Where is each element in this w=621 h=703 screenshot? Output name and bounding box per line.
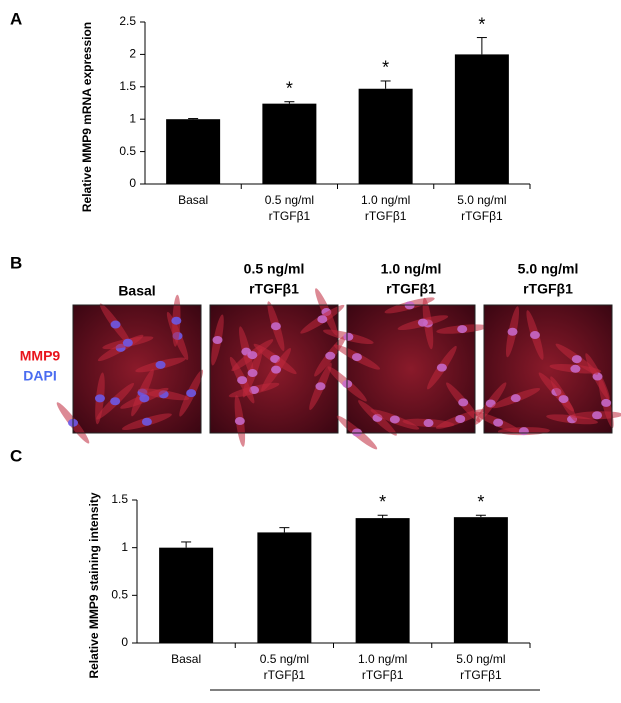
nucleus — [417, 318, 428, 327]
y-axis-label: Relative MMP9 mRNA expression — [80, 22, 94, 212]
nucleus — [237, 376, 248, 385]
x-tick-label: 0.5 ng/ml — [265, 193, 314, 207]
panel-label: B — [10, 253, 22, 272]
nucleus — [558, 395, 569, 404]
micrograph — [323, 297, 489, 450]
nucleus — [510, 394, 521, 403]
x-tick-label: 1.0 ng/ml — [361, 193, 410, 207]
x-tick-label: rTGFβ1 — [461, 209, 503, 223]
micrograph — [209, 288, 347, 447]
nucleus — [592, 372, 603, 381]
x-tick-label: 0.5 ng/ml — [260, 652, 309, 666]
significance-marker: * — [382, 58, 389, 78]
significance-marker: * — [477, 492, 484, 512]
nucleus — [247, 369, 258, 378]
nucleus — [518, 427, 529, 436]
nucleus — [141, 417, 152, 426]
x-tick-label: rTGFβ1 — [460, 668, 502, 682]
bar — [453, 517, 508, 643]
nucleus — [234, 417, 245, 426]
nucleus — [122, 338, 133, 347]
y-tick-label: 2.5 — [119, 14, 136, 28]
nucleus — [529, 331, 540, 340]
y-axis-label: Relative MMP9 staining intensity — [87, 492, 101, 678]
y-tick-label: 0 — [121, 635, 128, 649]
nucleus — [325, 351, 336, 360]
nucleus — [139, 394, 150, 403]
image-border — [72, 304, 202, 434]
x-tick-label: rTGFβ1 — [269, 209, 311, 223]
nucleus — [592, 411, 603, 420]
significance-marker: * — [286, 78, 293, 98]
nucleus — [110, 397, 121, 406]
x-tick-label: rTGFβ1 — [365, 209, 407, 223]
image-header: rTGFβ1 — [523, 281, 573, 297]
nucleus — [317, 315, 328, 324]
nucleus — [315, 382, 326, 391]
nucleus — [458, 398, 469, 407]
x-tick-label: rTGFβ1 — [264, 668, 306, 682]
significance-marker: * — [478, 14, 485, 34]
image-border — [346, 304, 476, 434]
micrograph — [56, 294, 204, 444]
y-tick-label: 0.5 — [111, 588, 128, 602]
nucleus — [186, 389, 197, 398]
image-header: rTGFβ1 — [386, 281, 436, 297]
stain-label: DAPI — [23, 368, 56, 384]
image-border — [483, 304, 613, 434]
nucleus — [457, 325, 468, 334]
nucleus — [493, 418, 504, 427]
nucleus — [423, 419, 434, 428]
y-tick-label: 2 — [129, 47, 136, 61]
panel-label: C — [10, 446, 22, 465]
bar — [454, 54, 509, 185]
bar — [262, 103, 317, 184]
stain-label: MMP9 — [20, 348, 61, 364]
nucleus — [110, 320, 121, 329]
nucleus — [570, 364, 581, 373]
image-header: 5.0 ng/ml — [518, 261, 579, 277]
x-tick-label: 5.0 ng/ml — [457, 193, 506, 207]
x-tick-label: rTGFβ1 — [362, 668, 404, 682]
nucleus — [507, 327, 518, 336]
image-header: 1.0 ng/ml — [381, 261, 442, 277]
nucleus — [212, 336, 223, 345]
y-tick-label: 1.5 — [119, 79, 136, 93]
y-tick-label: 0.5 — [119, 144, 136, 158]
image-border — [209, 304, 339, 434]
bar — [159, 547, 214, 643]
panel-label: A — [10, 9, 22, 28]
x-tick-label: Basal — [178, 193, 208, 207]
x-tick-label: 1.0 ng/ml — [358, 652, 407, 666]
nucleus — [455, 414, 466, 423]
nucleus — [155, 360, 166, 369]
bar — [257, 532, 312, 643]
bar — [358, 88, 413, 184]
bar — [355, 518, 410, 643]
y-tick-label: 0 — [129, 176, 136, 190]
nucleus — [343, 332, 354, 341]
nucleus — [436, 363, 447, 372]
y-tick-label: 1 — [121, 540, 128, 554]
image-header: 0.5 ng/ml — [244, 261, 305, 277]
nucleus — [389, 415, 400, 424]
nucleus — [351, 353, 362, 362]
nucleus — [247, 351, 258, 360]
micrograph — [474, 304, 621, 436]
y-tick-label: 1.5 — [111, 492, 128, 506]
significance-marker: * — [379, 492, 386, 512]
nucleus — [571, 355, 582, 364]
image-header: Basal — [118, 283, 155, 299]
nucleus — [601, 398, 612, 407]
image-header: rTGFβ1 — [249, 281, 299, 297]
x-tick-label: 5.0 ng/ml — [456, 652, 505, 666]
nucleus — [270, 322, 281, 331]
nucleus — [94, 394, 105, 403]
y-tick-label: 1 — [129, 111, 136, 125]
nucleus — [171, 316, 182, 325]
nucleus — [271, 365, 282, 374]
x-tick-label: Basal — [171, 652, 201, 666]
bar — [166, 119, 221, 184]
